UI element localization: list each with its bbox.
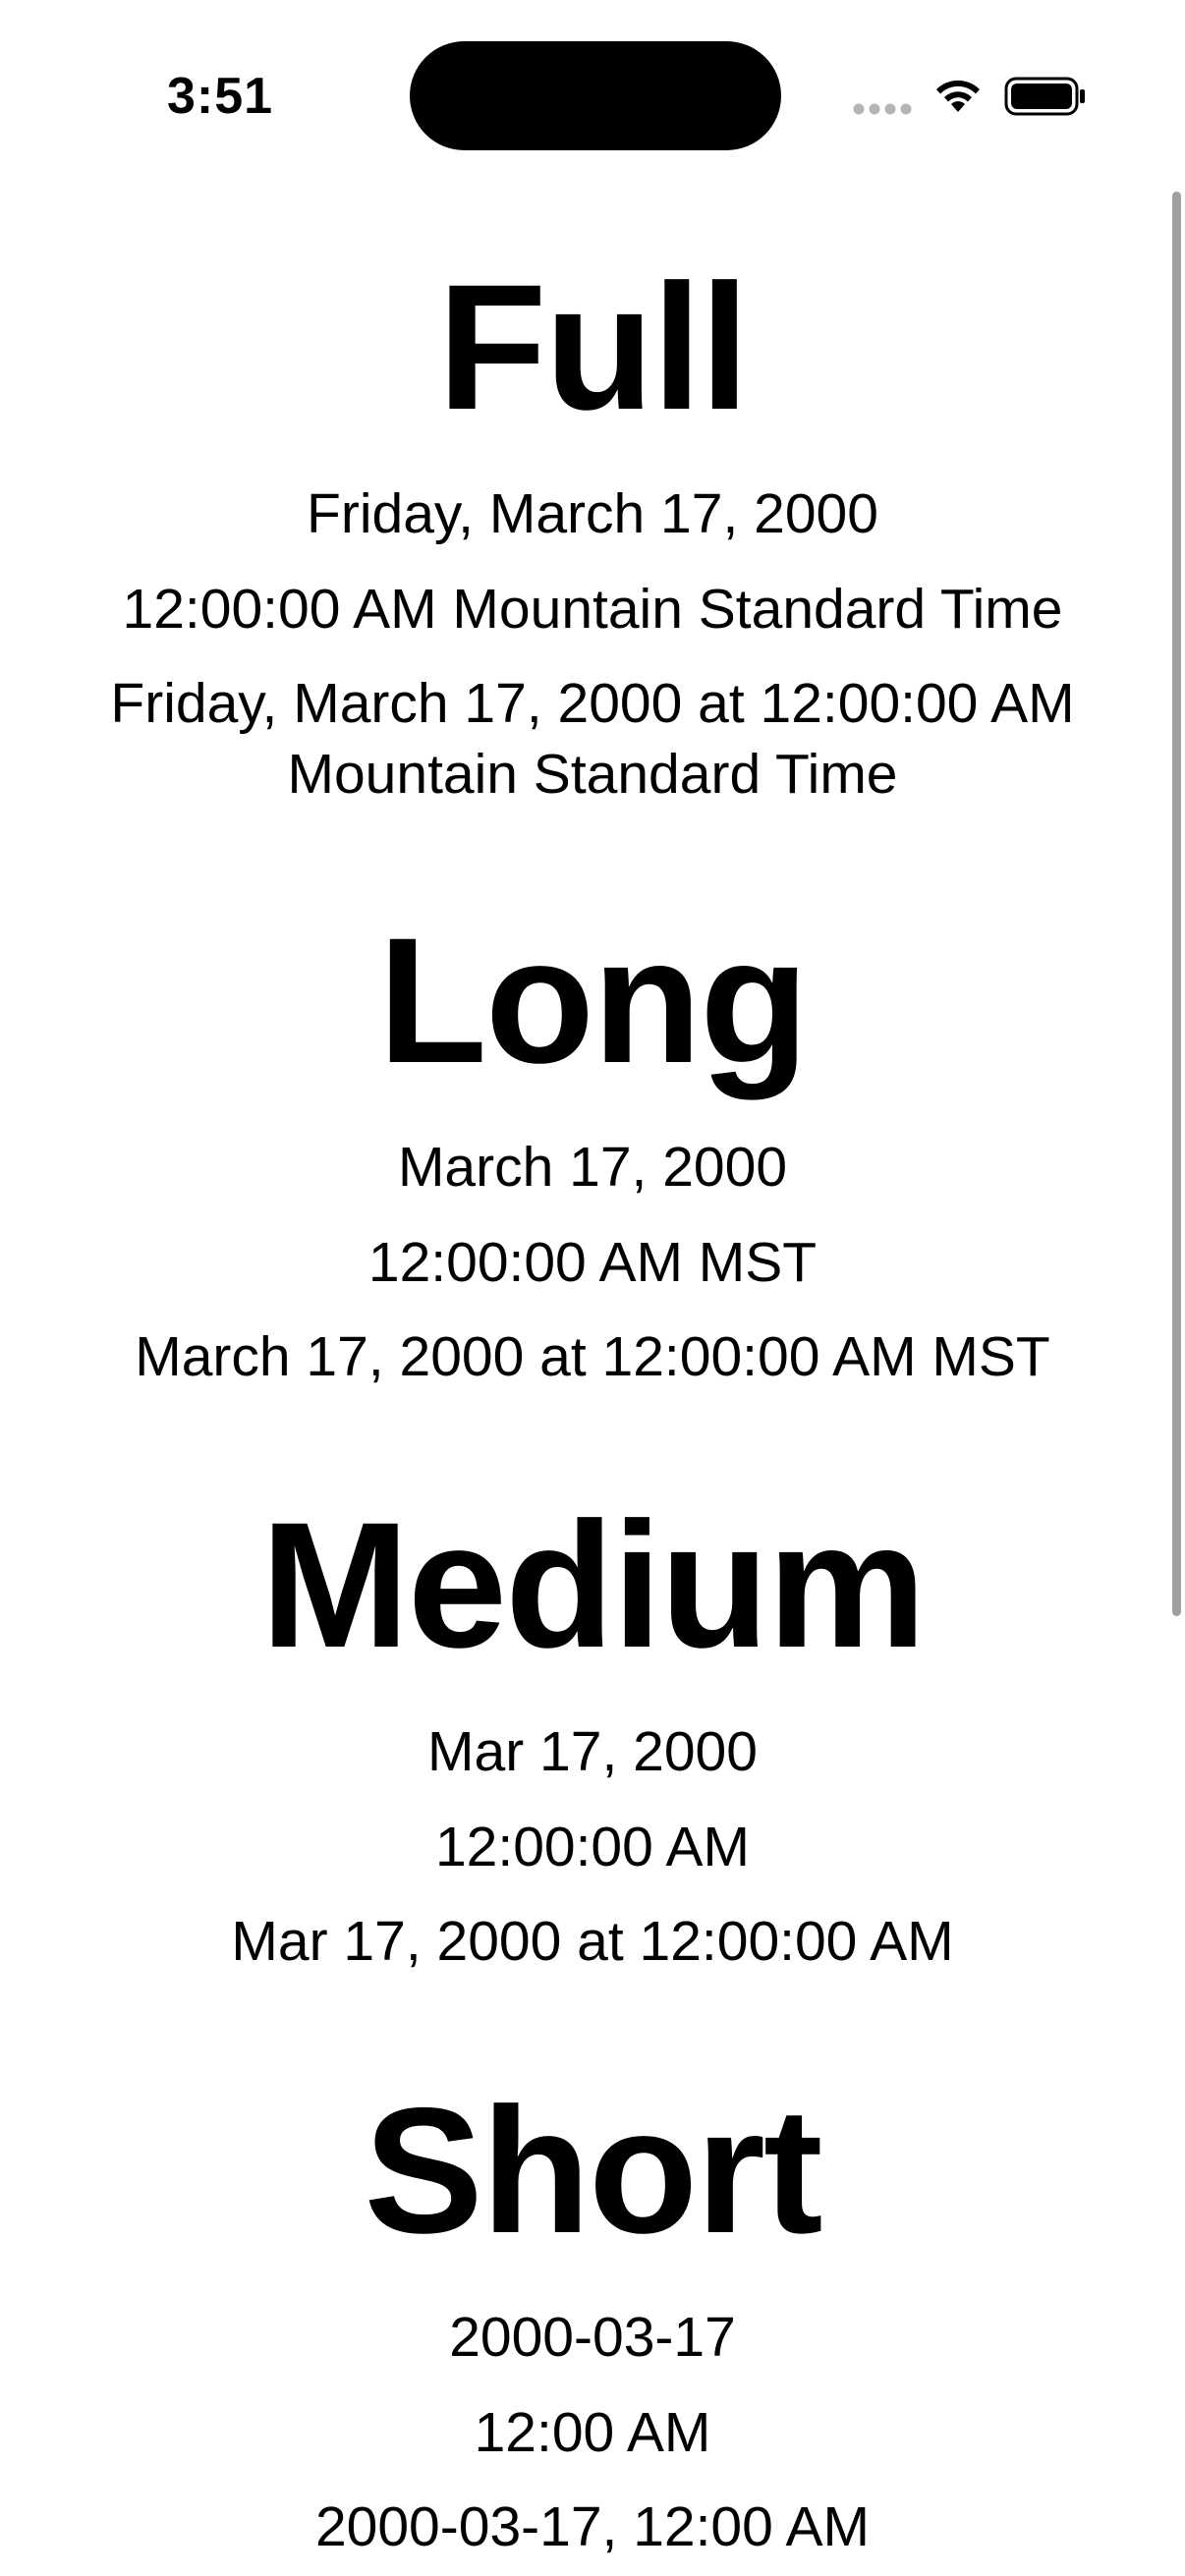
short-time: 12:00 AM xyxy=(474,2401,711,2464)
medium-time: 12:00:00 AM xyxy=(434,1816,751,1878)
section-title-full: Full xyxy=(437,247,749,447)
medium-datetime: Mar 17, 2000 at 12:00:00 AM xyxy=(231,1910,954,1973)
full-date: Friday, March 17, 2000 xyxy=(307,482,878,545)
short-date: 2000-03-17 xyxy=(449,2306,736,2369)
long-time: 12:00:00 AM MST xyxy=(367,1231,818,1294)
section-title-short: Short xyxy=(364,2070,822,2270)
battery-icon xyxy=(1004,77,1085,116)
wifi-icon xyxy=(936,80,980,112)
full-time: 12:00:00 AM Mountain Standard Time xyxy=(122,578,1063,641)
signal-dots-icon xyxy=(853,103,912,115)
short-datetime: 2000-03-17, 12:00 AM xyxy=(314,2495,871,2558)
section-title-medium: Medium xyxy=(260,1484,927,1685)
long-datetime: March 17, 2000 at 12:00:00 AM MST xyxy=(135,1325,1050,1388)
dynamic-island xyxy=(410,41,781,150)
medium-date: Mar 17, 2000 xyxy=(427,1720,758,1783)
section-title-long: Long xyxy=(377,900,810,1100)
status-time: 3:51 xyxy=(167,68,274,125)
scroll-indicator[interactable] xyxy=(1172,192,1181,1616)
full-datetime: Friday, March 17, 2000 at 12:00:00 AM Mo… xyxy=(110,672,1075,806)
long-date: March 17, 2000 xyxy=(397,1136,788,1199)
